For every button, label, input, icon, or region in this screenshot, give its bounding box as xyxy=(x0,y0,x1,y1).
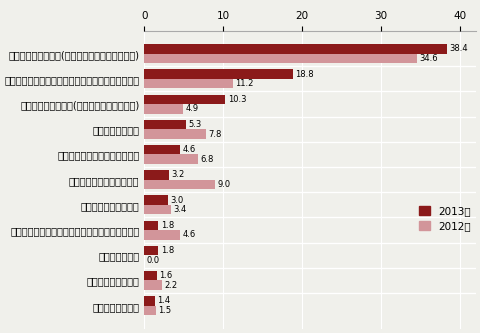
Bar xyxy=(144,280,162,290)
Text: 4.6: 4.6 xyxy=(183,145,196,154)
Bar xyxy=(144,120,186,129)
Text: 1.4: 1.4 xyxy=(157,296,171,305)
Bar xyxy=(144,69,293,79)
Legend: 2013年, 2012年: 2013年, 2012年 xyxy=(419,206,470,231)
Text: 3.0: 3.0 xyxy=(170,195,183,204)
Text: 5.3: 5.3 xyxy=(188,120,202,129)
Bar xyxy=(144,44,447,54)
Bar xyxy=(144,180,215,189)
Text: 4.9: 4.9 xyxy=(185,104,198,113)
Text: 1.8: 1.8 xyxy=(161,221,174,230)
Bar xyxy=(144,271,157,280)
Bar xyxy=(144,230,180,240)
Bar xyxy=(144,205,171,214)
Text: 1.5: 1.5 xyxy=(158,306,171,315)
Text: 6.8: 6.8 xyxy=(200,155,214,164)
Bar xyxy=(144,79,233,89)
Text: 3.4: 3.4 xyxy=(173,205,187,214)
Bar xyxy=(144,246,158,255)
Text: 11.2: 11.2 xyxy=(235,79,253,88)
Bar xyxy=(144,104,183,114)
Bar xyxy=(144,220,158,230)
Bar xyxy=(144,54,418,63)
Text: 2.2: 2.2 xyxy=(164,281,177,290)
Text: 9.0: 9.0 xyxy=(217,180,231,189)
Text: 34.6: 34.6 xyxy=(420,54,438,63)
Bar xyxy=(144,170,169,180)
Text: 1.8: 1.8 xyxy=(161,246,174,255)
Bar xyxy=(144,155,198,164)
Bar xyxy=(144,95,226,104)
Bar xyxy=(144,195,168,205)
Text: 4.6: 4.6 xyxy=(183,230,196,239)
Text: 7.8: 7.8 xyxy=(208,130,221,139)
Text: 38.4: 38.4 xyxy=(450,44,468,53)
Text: 18.8: 18.8 xyxy=(295,70,313,79)
Text: 1.6: 1.6 xyxy=(159,271,172,280)
Text: 0.0: 0.0 xyxy=(146,256,160,265)
Text: 3.2: 3.2 xyxy=(172,170,185,179)
Bar xyxy=(144,306,156,315)
Bar xyxy=(144,145,180,155)
Bar xyxy=(144,296,155,306)
Bar xyxy=(144,129,206,139)
Text: 10.3: 10.3 xyxy=(228,95,246,104)
